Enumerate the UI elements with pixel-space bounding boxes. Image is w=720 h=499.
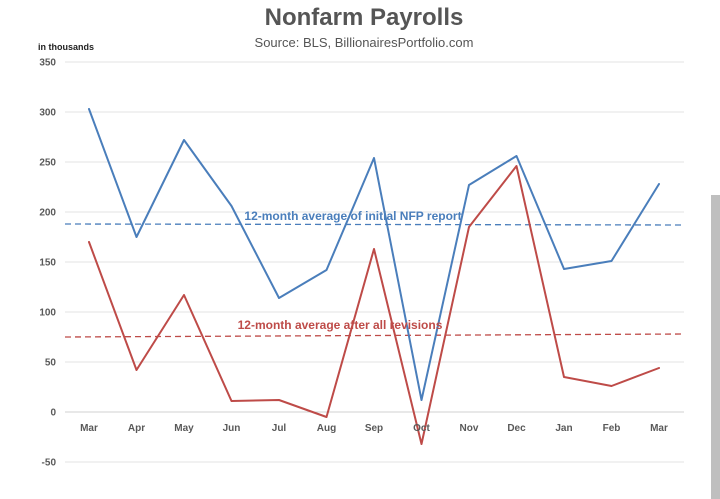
y-tick-label: 50 xyxy=(45,358,57,369)
x-tick-label: Mar xyxy=(80,423,98,434)
vertical-scrollbar[interactable] xyxy=(711,195,720,499)
data-point xyxy=(468,184,470,186)
y-tick-label: 250 xyxy=(39,158,56,169)
x-tick-label: Apr xyxy=(128,423,145,434)
data-point xyxy=(278,297,280,299)
y-axis: 350 300 250 200 150 100 50 0 -50 xyxy=(39,58,56,469)
x-tick-label: Jul xyxy=(272,423,287,434)
x-tick-label: Dec xyxy=(507,423,526,434)
data-point xyxy=(88,241,90,243)
average-lines xyxy=(64,223,685,338)
x-tick-label: Mar xyxy=(650,423,668,434)
average-reference-line xyxy=(64,223,685,226)
series-line-2 xyxy=(88,165,660,445)
data-point xyxy=(373,157,375,159)
annotation-label: 12-month average after all revisions xyxy=(238,318,443,332)
y-tick-label: 0 xyxy=(50,408,56,419)
data-point xyxy=(373,248,375,250)
data-point xyxy=(183,139,185,141)
annotations: 12-month average of initial NFP report 12… xyxy=(238,209,462,332)
data-point xyxy=(278,399,280,401)
x-axis: Mar Apr May Jun Jul Aug Sep Oct Nov Dec Jan Feb Mar xyxy=(80,423,668,434)
x-tick-label: Jan xyxy=(555,423,572,434)
chart-subtitle: Source: BLS, BillionairesPortfolio.com xyxy=(254,35,474,50)
data-point xyxy=(88,108,90,110)
data-point xyxy=(325,416,328,418)
y-tick-label: 200 xyxy=(39,208,56,219)
x-tick-label: Nov xyxy=(460,423,479,434)
y-tick-label: 300 xyxy=(39,108,56,119)
x-tick-label: May xyxy=(174,423,194,434)
y-tick-label: -50 xyxy=(42,458,57,469)
data-point xyxy=(515,165,518,167)
data-point xyxy=(658,367,660,369)
average-reference-line xyxy=(64,333,685,338)
data-point xyxy=(515,155,518,157)
y-axis-unit-label: in thousands xyxy=(38,42,94,52)
data-point xyxy=(230,400,233,402)
x-tick-label: Oct xyxy=(413,423,430,434)
data-point xyxy=(610,260,613,262)
chart-title: Nonfarm Payrolls xyxy=(264,4,464,31)
y-tick-label: 150 xyxy=(39,258,56,269)
y-tick-label: 100 xyxy=(39,308,56,319)
x-tick-label: Feb xyxy=(603,423,621,434)
data-point xyxy=(658,183,660,185)
y-tick-label: 350 xyxy=(39,58,56,69)
x-tick-label: Aug xyxy=(317,423,336,434)
data-point xyxy=(420,443,423,445)
series-lines xyxy=(88,108,660,445)
data-point xyxy=(230,205,233,207)
data-point xyxy=(563,268,565,270)
data-point xyxy=(325,269,328,271)
gridlines xyxy=(65,61,684,463)
data-point xyxy=(135,236,138,238)
data-point xyxy=(135,369,138,371)
x-tick-label: Jun xyxy=(223,423,241,434)
x-tick-label: Sep xyxy=(365,423,383,434)
data-point xyxy=(183,294,185,296)
data-point xyxy=(468,226,470,228)
data-point xyxy=(610,385,613,387)
data-point xyxy=(563,376,565,378)
annotation-label: 12-month average of initial NFP report xyxy=(244,209,461,223)
data-point xyxy=(420,399,423,401)
series-line-1 xyxy=(88,108,660,401)
